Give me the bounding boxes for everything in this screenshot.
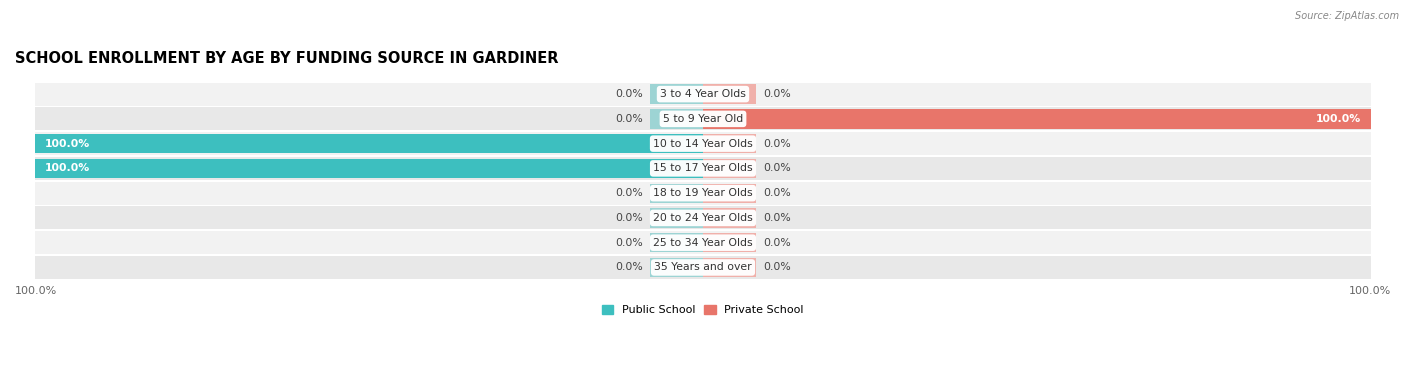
Text: 25 to 34 Year Olds: 25 to 34 Year Olds — [654, 238, 752, 248]
Text: 0.0%: 0.0% — [616, 114, 643, 124]
Bar — [35, 132, 1371, 155]
Text: 0.0%: 0.0% — [616, 188, 643, 198]
Text: 0.0%: 0.0% — [763, 163, 790, 173]
Text: 0.0%: 0.0% — [763, 262, 790, 273]
Bar — [703, 109, 1371, 129]
Bar — [650, 109, 703, 129]
Bar — [703, 184, 756, 203]
Text: 15 to 17 Year Olds: 15 to 17 Year Olds — [654, 163, 752, 173]
Bar — [35, 157, 1371, 180]
Bar — [35, 256, 1371, 279]
Text: 0.0%: 0.0% — [763, 89, 790, 99]
Bar — [35, 134, 703, 153]
Bar — [35, 231, 1371, 254]
Bar — [703, 233, 756, 252]
Bar — [650, 258, 703, 277]
Bar — [35, 107, 1371, 130]
Bar — [35, 206, 1371, 230]
Text: 100.0%: 100.0% — [45, 163, 90, 173]
Text: Source: ZipAtlas.com: Source: ZipAtlas.com — [1295, 11, 1399, 21]
Bar — [35, 159, 703, 178]
Text: 0.0%: 0.0% — [763, 139, 790, 149]
Text: 3 to 4 Year Olds: 3 to 4 Year Olds — [659, 89, 747, 99]
Text: 0.0%: 0.0% — [616, 213, 643, 223]
Bar — [703, 258, 756, 277]
Text: 0.0%: 0.0% — [616, 89, 643, 99]
Text: 100.0%: 100.0% — [1316, 114, 1361, 124]
Text: 0.0%: 0.0% — [763, 238, 790, 248]
Text: 0.0%: 0.0% — [763, 213, 790, 223]
Legend: Public School, Private School: Public School, Private School — [598, 300, 808, 320]
Bar — [650, 233, 703, 252]
Bar — [703, 208, 756, 228]
Text: 0.0%: 0.0% — [616, 262, 643, 273]
Text: 20 to 24 Year Olds: 20 to 24 Year Olds — [654, 213, 752, 223]
Bar — [650, 208, 703, 228]
Bar — [650, 84, 703, 104]
Text: 35 Years and over: 35 Years and over — [654, 262, 752, 273]
Text: 100.0%: 100.0% — [1348, 285, 1391, 296]
Text: SCHOOL ENROLLMENT BY AGE BY FUNDING SOURCE IN GARDINER: SCHOOL ENROLLMENT BY AGE BY FUNDING SOUR… — [15, 51, 558, 66]
Bar — [35, 182, 1371, 205]
Text: 18 to 19 Year Olds: 18 to 19 Year Olds — [654, 188, 752, 198]
Text: 0.0%: 0.0% — [763, 188, 790, 198]
Text: 0.0%: 0.0% — [616, 238, 643, 248]
Text: 5 to 9 Year Old: 5 to 9 Year Old — [662, 114, 744, 124]
Text: 100.0%: 100.0% — [45, 139, 90, 149]
Bar — [703, 134, 756, 153]
Text: 10 to 14 Year Olds: 10 to 14 Year Olds — [654, 139, 752, 149]
Bar — [703, 84, 756, 104]
Text: 100.0%: 100.0% — [15, 285, 58, 296]
Bar — [650, 184, 703, 203]
Bar — [703, 159, 756, 178]
Bar — [35, 83, 1371, 106]
